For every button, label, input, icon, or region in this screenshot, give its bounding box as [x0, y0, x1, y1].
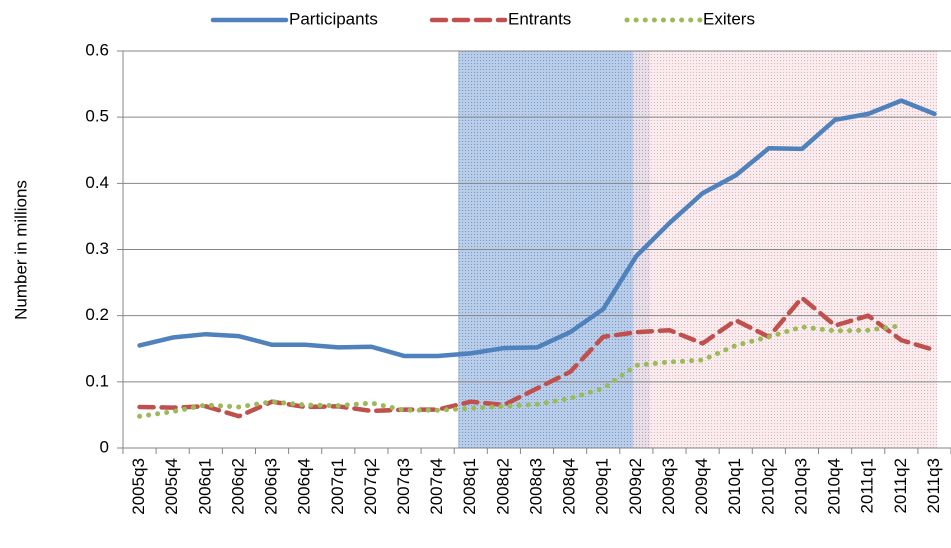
y-tick-label: 0.5 [85, 107, 109, 126]
x-tick-label: 2008q3 [526, 458, 545, 515]
x-tick-label: 2008q2 [493, 458, 512, 515]
x-tick-label: 2010q1 [725, 458, 744, 515]
y-tick-label: 0.3 [85, 239, 109, 258]
x-tick-label: 2011q3 [924, 458, 943, 513]
x-tick-label: 2006q2 [228, 458, 247, 515]
y-axis-label: Number in millions [11, 180, 30, 320]
y-tick-label: 0.6 [85, 40, 109, 59]
x-tick-label: 2007q3 [394, 458, 413, 515]
y-tick-label: 0.2 [85, 305, 109, 324]
x-tick-label: 2009q4 [692, 458, 711, 515]
x-tick-label: 2007q2 [361, 458, 380, 515]
x-tick-label: 2011q1 [858, 458, 877, 513]
x-tick-label: 2007q1 [328, 458, 347, 515]
legend-label: Exiters [703, 9, 755, 28]
x-tick-label: 2011q2 [891, 458, 910, 513]
series-line [137, 295, 937, 419]
x-tick-label: 2009q1 [593, 458, 612, 515]
x-tick-label: 2008q1 [460, 458, 479, 515]
x-tick-label: 2008q4 [560, 458, 579, 515]
x-tick-label: 2009q2 [626, 458, 645, 515]
x-tick-label: 2006q4 [295, 458, 314, 515]
x-tick-label: 2006q3 [262, 458, 281, 515]
legend-label: Participants [289, 9, 378, 28]
series-line [137, 323, 904, 419]
x-tick-label: 2005q4 [162, 458, 181, 515]
y-tick-label: 0 [100, 437, 109, 456]
x-tick-label: 2009q3 [659, 458, 678, 515]
x-tick-label: 2005q3 [129, 458, 148, 515]
x-tick-label: 2006q1 [195, 458, 214, 515]
y-tick-label: 0.1 [85, 371, 109, 390]
x-tick-label: 2007q4 [427, 458, 446, 515]
x-tick-label: 2010q2 [758, 458, 777, 515]
series-line [137, 98, 937, 359]
legend-label: Entrants [508, 9, 571, 28]
x-tick-label: 2010q3 [791, 458, 810, 515]
y-tick-label: 0.4 [85, 173, 109, 192]
x-tick-label: 2010q4 [825, 458, 844, 515]
